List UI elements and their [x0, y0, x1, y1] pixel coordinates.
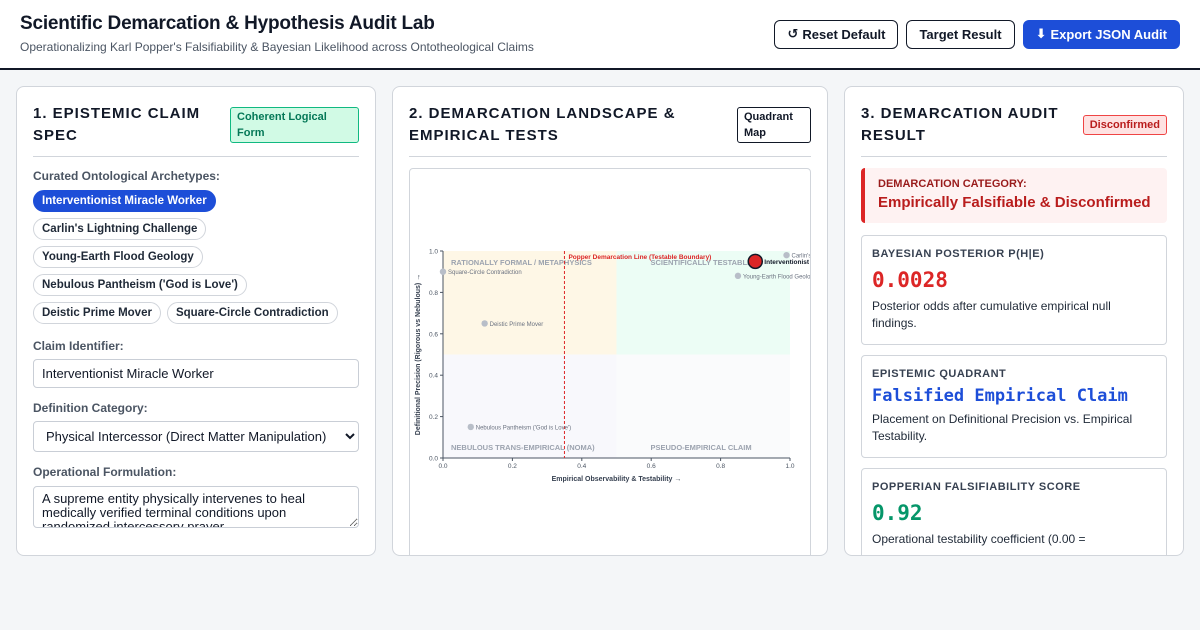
- x-tick-label: 0.6: [647, 463, 656, 470]
- disconfirmed-badge: Disconfirmed: [1082, 115, 1167, 135]
- claim-point[interactable]: [467, 423, 474, 431]
- panel-title: 2. Demarcation Landscape & Empirical Tes…: [409, 105, 676, 144]
- claim-point[interactable]: [481, 320, 488, 327]
- landscape-panel: 2. Demarcation Landscape & Empirical Tes…: [392, 86, 828, 556]
- posterior-desc: Posterior odds after cumulative empirica…: [872, 299, 1111, 330]
- claim-point[interactable]: [783, 251, 790, 259]
- archetype-chip[interactable]: Interventionist Miracle Worker: [33, 190, 216, 212]
- claim-id-input[interactable]: [33, 359, 359, 388]
- quadrant-label: SCIENTIFICALLY TESTABLE: [651, 258, 753, 267]
- point-label: Deistic Prime Mover: [490, 322, 544, 328]
- point-label: Young-Earth Flood Geology: [743, 274, 810, 280]
- app-subtitle: Operationalizing Karl Popper's Falsifiab…: [20, 40, 534, 54]
- download-icon: ⬇: [1035, 27, 1047, 42]
- claim-point[interactable]: [734, 272, 742, 280]
- falsifiability-label: POPPERIAN FALSIFIABILITY SCORE: [872, 481, 1081, 493]
- panel-title: 1. Epistemic Claim Spec: [33, 105, 201, 144]
- x-tick-label: 0.0: [438, 463, 447, 470]
- demarcation-scatter-chart: RATIONALLY FORMAL / METAPHYSICS SCIENTIFI…: [415, 249, 810, 484]
- y-axis-label: Definitional Precision (Rigorous vs Nebu…: [415, 274, 422, 435]
- x-tick-label: 0.8: [716, 463, 725, 470]
- point-label: Interventionist: [764, 259, 810, 266]
- quadrant-region: [616, 251, 790, 355]
- definition-select[interactable]: Physical Intercessor (Direct Matter Mani…: [33, 421, 359, 452]
- archetype-chips: Interventionist Miracle Worker Carlin's L…: [33, 190, 363, 324]
- formulation-textarea[interactable]: A supreme entity physically intervenes t…: [33, 486, 359, 528]
- y-tick-label: 0.4: [429, 373, 438, 380]
- quadrant-card: EPISTEMIC QUADRANT Falsified Empirical C…: [861, 355, 1167, 458]
- quadrant-value: Falsified Empirical Claim: [872, 386, 1128, 406]
- app-title: Scientific Demarcation & Hypothesis Audi…: [20, 13, 435, 34]
- posterior-card: BAYESIAN POSTERIOR P(H|E) 0.0028 Posteri…: [861, 235, 1167, 345]
- archetype-chip[interactable]: Young-Earth Flood Geology: [33, 246, 203, 268]
- quadrant-label: EPISTEMIC QUADRANT: [872, 368, 1007, 380]
- archetypes-label: Curated Ontological Archetypes:: [33, 169, 220, 183]
- category-value: Empirically Falsifiable & Disconfirmed: [878, 194, 1151, 211]
- falsifiability-card: POPPERIAN FALSIFIABILITY SCORE 0.92 Oper…: [861, 468, 1167, 555]
- y-tick-label: 0.2: [429, 414, 438, 421]
- falsifiability-desc: Operational testability coefficient (0.0…: [872, 532, 1086, 546]
- status-badge: Coherent Logical Form: [230, 107, 359, 143]
- claim-point[interactable]: [439, 268, 447, 275]
- quadrant-label: NEBULOUS TRANS-EMPIRICAL (NOMA): [451, 443, 595, 452]
- export-json-button[interactable]: ⬇ Export JSON Audit: [1022, 20, 1180, 49]
- y-tick-label: 0.8: [429, 290, 438, 297]
- definition-label: Definition Category:: [33, 401, 148, 415]
- target-result-button[interactable]: Target Result: [906, 20, 1015, 49]
- demarcation-line-label: Popper Demarcation Line (Testable Bounda…: [568, 254, 711, 261]
- quadrant-label: RATIONALLY FORMAL / METAPHYSICS: [451, 258, 592, 267]
- x-tick-label: 0.2: [508, 463, 517, 470]
- y-tick-label: 1.0: [429, 249, 438, 256]
- point-label: Carlin's Lightning Challenge: [792, 254, 810, 260]
- category-callout: DEMARCATION CATEGORY: Empirically Falsif…: [861, 168, 1167, 223]
- quadrant-region: [443, 354, 617, 458]
- formulation-label: Operational Formulation:: [33, 465, 177, 479]
- export-json-label: Export JSON Audit: [1050, 27, 1167, 42]
- target-result-label: Target Result: [919, 27, 1002, 42]
- claim-id-label: Claim Identifier:: [33, 339, 124, 353]
- archetype-chip[interactable]: Nebulous Pantheism ('God is Love'): [33, 274, 247, 296]
- point-label: Nebulous Pantheism ('God is Love'): [476, 425, 571, 431]
- panel-header: 3. Demarcation Audit Result Disconfirmed: [861, 103, 1167, 157]
- y-tick-label: 0.0: [429, 456, 438, 463]
- header-actions: ↺ Reset Default Target Result ⬇ Export J…: [774, 20, 1180, 49]
- archetype-chip[interactable]: Carlin's Lightning Challenge: [33, 218, 207, 240]
- reset-default-label: Reset Default: [802, 27, 886, 42]
- category-label: DEMARCATION CATEGORY:: [878, 178, 1027, 190]
- point-label: Square-Circle Contradiction: [448, 270, 522, 276]
- x-axis-label: Empirical Observability & Testability →: [552, 476, 682, 483]
- archetype-chip[interactable]: Deistic Prime Mover: [33, 302, 161, 324]
- panel-header: 2. Demarcation Landscape & Empirical Tes…: [409, 103, 811, 157]
- reset-icon: ↺: [787, 27, 799, 42]
- panel-title: 3. Demarcation Audit Result: [861, 105, 1059, 144]
- panel-header: 1. Epistemic Claim Spec Coherent Logical…: [33, 103, 359, 157]
- audit-result-panel: 3. Demarcation Audit Result Disconfirmed…: [844, 86, 1184, 556]
- posterior-label: BAYESIAN POSTERIOR P(H|E): [872, 248, 1045, 260]
- falsifiability-value: 0.92: [872, 501, 923, 525]
- x-tick-label: 0.4: [577, 463, 586, 470]
- highlighted-claim-point[interactable]: [747, 253, 764, 270]
- claim-spec-panel: 1. Epistemic Claim Spec Coherent Logical…: [16, 86, 376, 556]
- quadrant-map-badge: Quadrant Map: [737, 107, 811, 143]
- chart-container: RATIONALLY FORMAL / METAPHYSICS SCIENTIFI…: [409, 168, 811, 555]
- quadrant-desc: Placement on Definitional Precision vs. …: [872, 412, 1133, 443]
- quadrant-region: [443, 251, 617, 355]
- quadrant-label: PSEUDO-EMPIRICAL CLAIM: [651, 443, 752, 452]
- reset-default-button[interactable]: ↺ Reset Default: [774, 20, 899, 49]
- archetype-chip[interactable]: Square-Circle Contradiction: [166, 302, 338, 324]
- y-tick-label: 0.6: [429, 331, 438, 338]
- x-tick-label: 1.0: [785, 463, 794, 470]
- top-bar: Scientific Demarcation & Hypothesis Audi…: [0, 0, 1200, 70]
- quadrant-region: [616, 354, 790, 458]
- posterior-value: 0.0028: [872, 268, 948, 292]
